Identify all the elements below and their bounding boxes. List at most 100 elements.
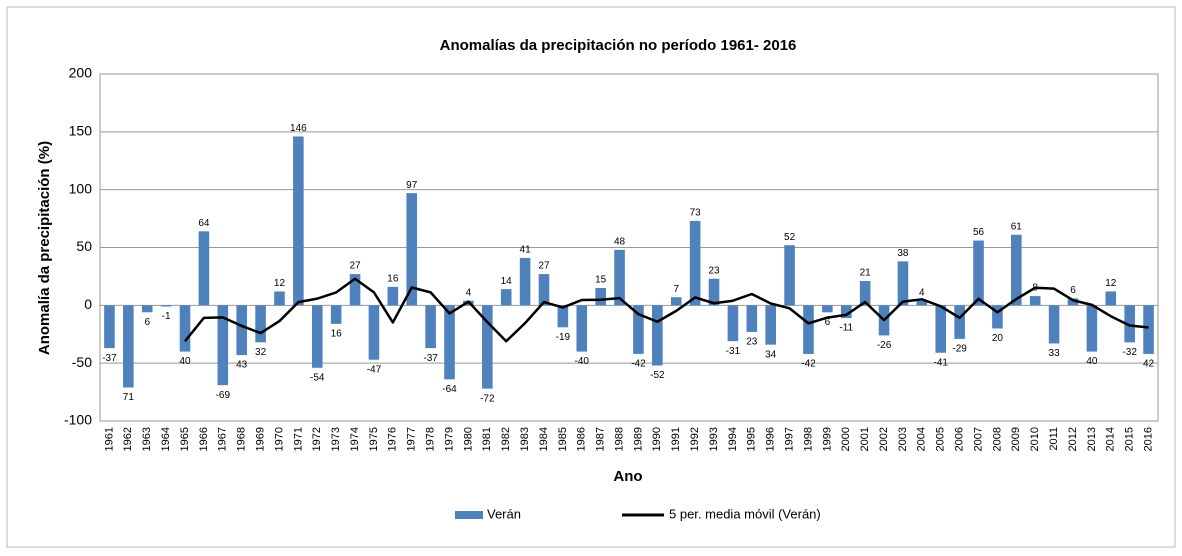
data-label: 33 (1049, 348, 1061, 359)
bar (482, 305, 493, 389)
data-label: 23 (746, 337, 758, 348)
data-label: -32 (1122, 347, 1137, 358)
data-label: -42 (631, 359, 646, 370)
bar (444, 305, 455, 380)
bar (236, 305, 247, 356)
x-tick-label: 1986 (576, 427, 588, 451)
x-tick-label: 1993 (708, 427, 720, 451)
x-tick-label: 1982 (500, 427, 512, 451)
y-tick-label: 200 (69, 65, 93, 81)
bar (1143, 305, 1154, 354)
x-tick-label: 1990 (651, 427, 663, 451)
bar (217, 305, 229, 386)
data-label: 4 (466, 287, 472, 298)
bar (652, 305, 663, 366)
x-tick-label: 1991 (670, 427, 682, 451)
x-tick-label: 2013 (1086, 427, 1098, 451)
data-label: -72 (480, 393, 495, 404)
bar (1029, 296, 1041, 306)
y-tick-label: 100 (69, 180, 93, 196)
data-label: 146 (290, 123, 307, 134)
bar (954, 305, 965, 339)
bar (784, 245, 795, 306)
bar (992, 305, 1003, 329)
legend-label: Verán (487, 506, 521, 521)
x-tick-label: 1971 (292, 427, 304, 451)
x-tick-label: 2012 (1067, 427, 1079, 451)
x-tick-label: 1995 (746, 427, 758, 451)
x-tick-label: 1965 (179, 427, 191, 451)
data-label: 27 (349, 261, 361, 272)
data-label: 52 (784, 232, 796, 243)
x-tick-label: 2010 (1029, 427, 1041, 451)
data-label: -41 (934, 357, 949, 368)
bar (425, 305, 436, 349)
x-tick-label: 1963 (141, 427, 153, 451)
x-tick-label: 2001 (859, 427, 871, 451)
x-tick-label: 1985 (557, 427, 569, 451)
data-label: 6 (1070, 285, 1076, 296)
x-tick-label: 1977 (406, 427, 418, 451)
bar (387, 286, 399, 306)
data-label: 14 (501, 276, 513, 287)
data-label: 32 (255, 347, 267, 358)
data-label: -37 (102, 353, 117, 364)
data-label: 64 (198, 218, 210, 229)
data-label: 73 (690, 208, 702, 219)
x-tick-label: 2005 (935, 427, 947, 451)
legend-swatch (455, 511, 483, 519)
y-axis-label: Anomalía da precipitación (%) (36, 141, 53, 355)
x-tick-label: 1981 (481, 427, 493, 451)
x-tick-label: 1989 (632, 427, 644, 451)
bar (104, 305, 115, 349)
bar (689, 220, 701, 306)
bar (916, 300, 928, 306)
x-tick-label: 1967 (217, 427, 229, 451)
data-label: -19 (556, 332, 571, 343)
x-tick-label: 1979 (443, 427, 455, 451)
x-tick-label: 1975 (368, 427, 380, 451)
x-tick-label: 1976 (387, 427, 399, 451)
bar (1048, 305, 1060, 344)
x-tick-label: 2009 (1010, 427, 1022, 451)
bar (595, 287, 606, 306)
data-label: -64 (442, 384, 457, 395)
data-label: 42 (1143, 359, 1155, 370)
bar (1124, 305, 1135, 343)
bar (746, 305, 758, 332)
x-tick-label: 2000 (840, 427, 852, 451)
y-tick-label: 50 (76, 238, 92, 254)
data-label: 41 (520, 245, 532, 256)
data-label: -42 (801, 359, 816, 370)
bar (274, 291, 285, 306)
bar (255, 305, 266, 343)
x-tick-label: 1978 (425, 427, 437, 451)
bar (1067, 298, 1079, 306)
y-tick-label: -50 (72, 354, 92, 370)
data-label: 15 (595, 275, 607, 286)
chart-frame (6, 6, 1176, 548)
chart-title: Anomalías da precipitación no período 19… (440, 37, 797, 54)
bar (141, 305, 153, 313)
bar (123, 305, 134, 388)
data-label: -69 (216, 390, 231, 401)
data-label: 97 (406, 180, 418, 191)
data-label: -11 (839, 323, 853, 334)
data-label: 48 (614, 236, 626, 247)
bar (1105, 291, 1117, 306)
x-tick-label: 2014 (1105, 427, 1117, 451)
x-tick-label: 1998 (802, 427, 814, 451)
x-tick-label: 1969 (254, 427, 266, 451)
x-tick-label: 2007 (972, 427, 984, 451)
y-tick-label: 0 (84, 296, 92, 312)
bar (500, 289, 512, 306)
x-tick-label: 1961 (103, 427, 115, 451)
x-tick-label: 1974 (349, 427, 361, 451)
bar (973, 240, 984, 306)
x-tick-label: 2003 (897, 427, 909, 451)
data-label: -31 (726, 346, 741, 357)
bar (311, 305, 323, 368)
bar (349, 274, 361, 306)
bar (708, 278, 720, 306)
